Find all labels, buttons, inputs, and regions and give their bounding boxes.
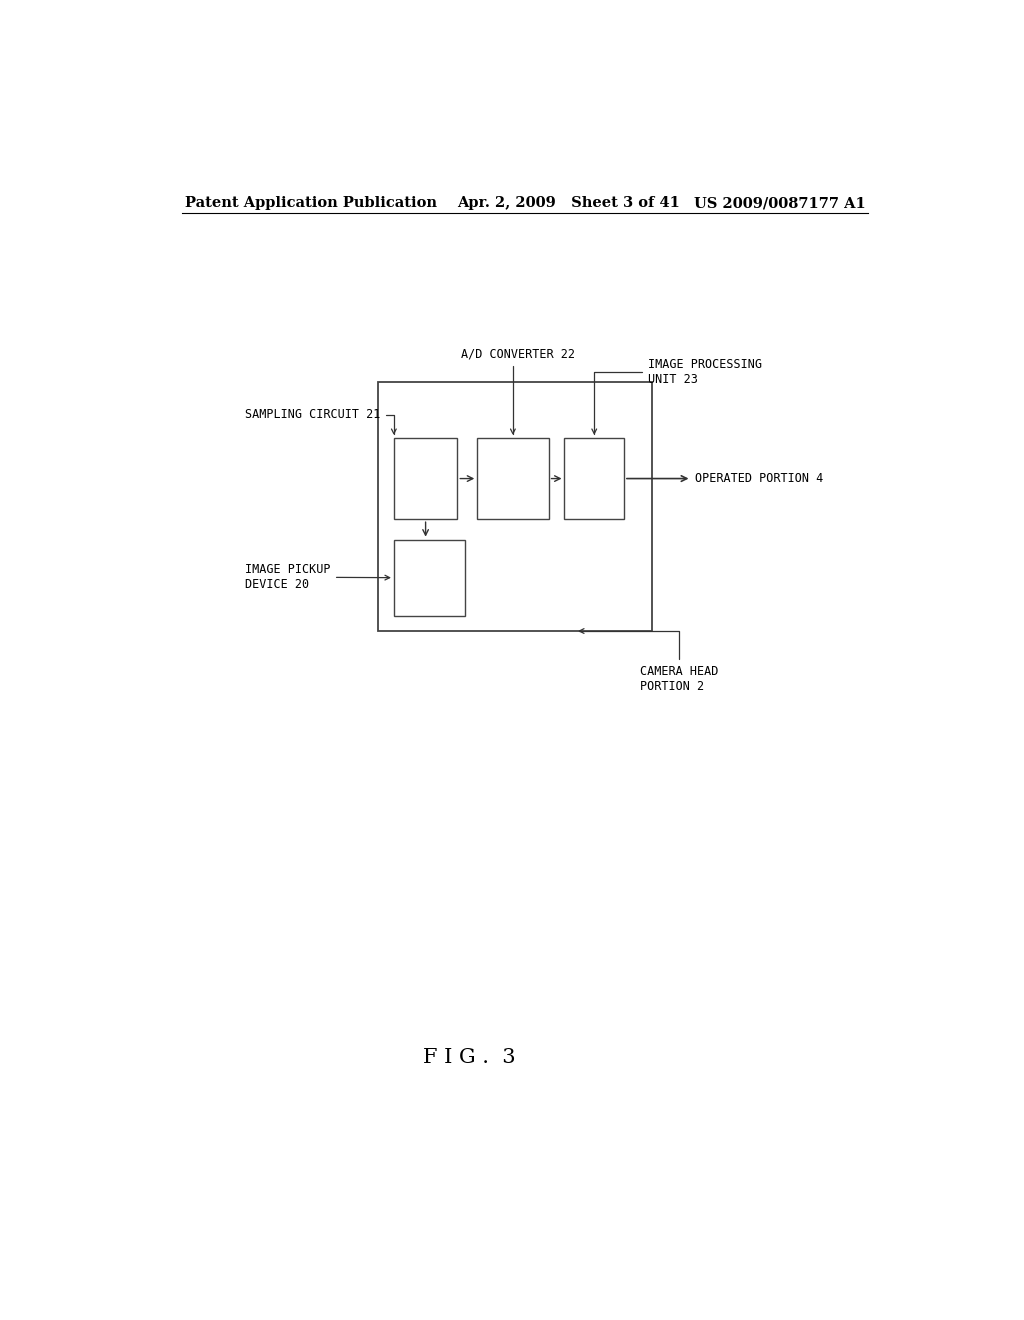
Text: IMAGE PICKUP
DEVICE 20: IMAGE PICKUP DEVICE 20 [246,564,390,591]
Text: A/D CONVERTER 22: A/D CONVERTER 22 [461,347,575,434]
Text: Apr. 2, 2009   Sheet 3 of 41: Apr. 2, 2009 Sheet 3 of 41 [458,197,680,210]
Text: OPERATED PORTION 4: OPERATED PORTION 4 [694,473,823,484]
Text: US 2009/0087177 A1: US 2009/0087177 A1 [694,197,866,210]
Bar [394,438,458,519]
Text: F I G .  3: F I G . 3 [423,1048,515,1068]
Bar [564,438,624,519]
Text: SAMPLING CIRCUIT 21: SAMPLING CIRCUIT 21 [246,408,396,434]
Bar [378,381,651,631]
Bar [477,438,549,519]
Text: IMAGE PROCESSING
UNIT 23: IMAGE PROCESSING UNIT 23 [592,358,762,434]
Text: CAMERA HEAD
PORTION 2: CAMERA HEAD PORTION 2 [580,628,718,693]
Text: Patent Application Publication: Patent Application Publication [185,197,437,210]
Bar [394,540,465,615]
